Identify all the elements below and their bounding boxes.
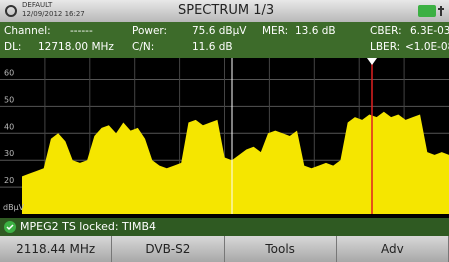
lock-icon — [4, 221, 16, 233]
spectrum-plot: 20 30 40 50 60 dBµV — [0, 58, 449, 218]
value: 12718.00 MHz — [38, 41, 114, 53]
unit-label: dBµV — [3, 203, 25, 212]
label: CBER: — [370, 25, 402, 37]
label: Power: — [132, 25, 167, 37]
profile: DEFAULT — [22, 1, 52, 9]
label: Channel: — [4, 25, 51, 37]
y-tick-label: 60 — [4, 69, 14, 78]
status-text: MPEG2 TS locked: TIMB4 — [20, 220, 156, 233]
label: LBER: — [370, 41, 400, 53]
battery-icon — [418, 4, 446, 18]
label: C/N: — [132, 41, 154, 53]
y-tick-label: 20 — [4, 176, 14, 185]
status-bar: MPEG2 TS locked: TIMB4 — [0, 218, 449, 236]
settings-icon[interactable] — [4, 4, 18, 18]
y-tick-label: 30 — [4, 149, 14, 158]
value: 13.6 dB — [295, 25, 336, 37]
value: <1.0E-08 — [405, 41, 449, 53]
datetime: 12/09/2012 16:27 — [22, 10, 85, 18]
button[interactable]: Tools — [225, 236, 337, 262]
button[interactable]: 2118.44 MHz — [0, 236, 112, 262]
label: MER: — [262, 25, 288, 37]
value: 75.6 dBµV — [192, 25, 246, 37]
value: 6.3E-03 — [410, 25, 449, 37]
label: DL: — [4, 41, 21, 53]
measurements-panel: Channel: ------ Power: 75.6 dBµV MER: 13… — [0, 22, 449, 58]
button[interactable]: Adv — [337, 236, 449, 262]
header-bar: DEFAULT 12/09/2012 16:27 SPECTRUM 1/3 — [0, 0, 449, 22]
y-tick-label: 40 — [4, 122, 14, 131]
screen-title: SPECTRUM 1/3 — [178, 3, 274, 18]
button[interactable]: DVB-S2 — [112, 236, 224, 262]
value: 11.6 dB — [192, 41, 233, 53]
value: ------ — [70, 25, 93, 37]
button-bar: 2118.44 MHz DVB-S2 Tools Adv — [0, 236, 449, 262]
y-tick-label: 50 — [4, 95, 14, 104]
screen: DEFAULT 12/09/2012 16:27 SPECTRUM 1/3 Ch… — [0, 0, 449, 262]
